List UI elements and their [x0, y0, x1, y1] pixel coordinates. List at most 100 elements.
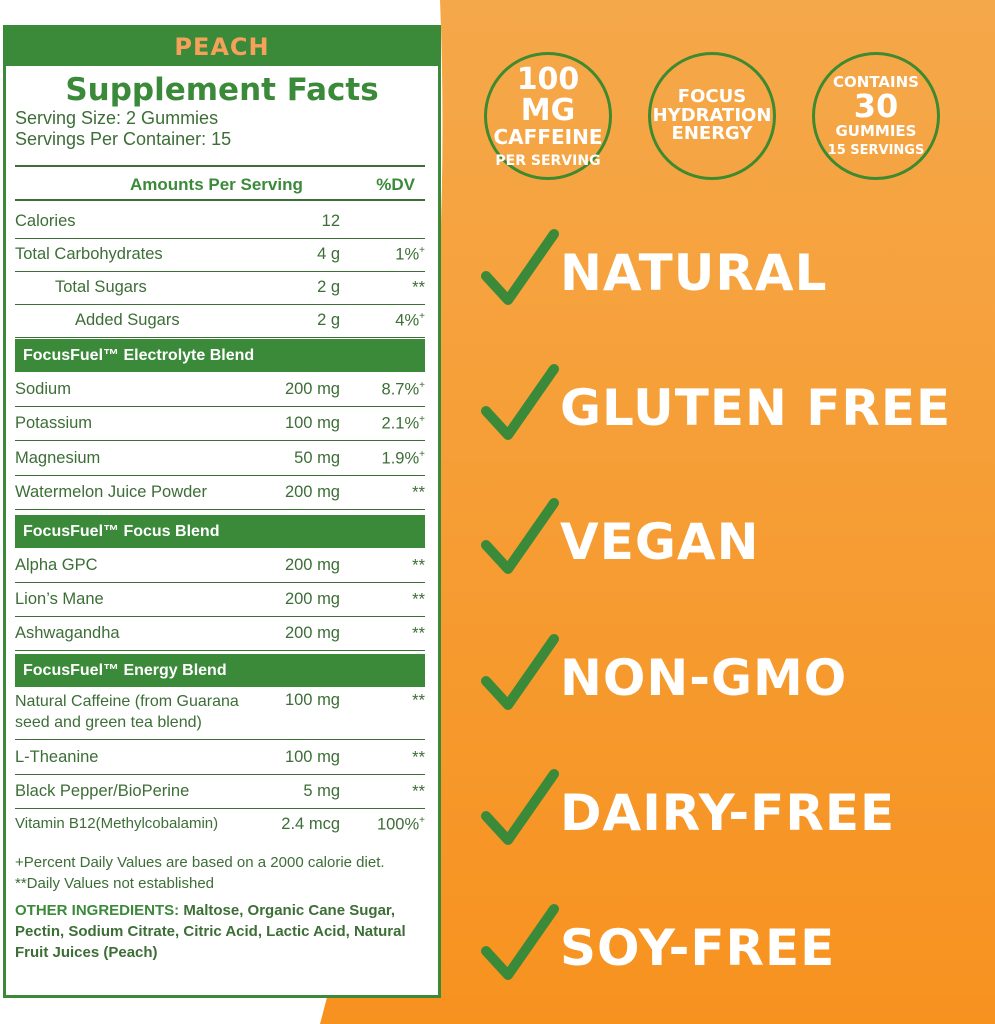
footnote-not-established: **Daily Values not established: [15, 875, 215, 892]
nutrient-dv: 8.7%+: [382, 380, 425, 400]
nutrient-name: Potassium: [15, 414, 93, 432]
nutrient-dv: 1%+: [395, 245, 425, 265]
nutrient-amount: 5 mg: [303, 782, 340, 800]
other-ingredients-label: OTHER INGREDIENTS:: [15, 902, 180, 919]
nutrient-amount: 200 mg: [284, 624, 340, 642]
nutrient-name: Added Sugars: [75, 311, 180, 329]
badge-text: 30: [853, 87, 899, 126]
nutrient-amount: 100 mg: [284, 691, 340, 709]
nutrient-dv: **: [412, 483, 425, 503]
badge-text: PER SERVING: [495, 152, 601, 169]
feature-claim: VEGAN: [480, 497, 759, 587]
nutrient-dv: **: [412, 691, 425, 711]
nutrient-row: Total Carbohydrates 4 g 1%+: [15, 239, 425, 272]
badge-text: 100 MG: [516, 61, 580, 129]
badge-caffeine: 100 MG CAFFEINE PER SERVING: [484, 52, 612, 180]
nutrient-dv: **: [412, 748, 425, 768]
nutrient-dv: **: [412, 278, 425, 298]
dv-marker: +: [419, 414, 425, 425]
nutrient-name: Watermelon Juice Powder: [15, 483, 207, 501]
nutrient-row: Watermelon Juice Powder 200 mg **: [15, 477, 425, 510]
nutrient-amount: 100 mg: [284, 414, 340, 432]
dv-value: 1%: [395, 245, 420, 264]
dv-value: **: [412, 691, 425, 710]
badge-text: ENERGY: [671, 123, 753, 145]
nutrient-name: Sodium: [15, 380, 71, 398]
nutrient-name: Total Carbohydrates: [15, 245, 163, 263]
nutrient-name: Lion’s Mane: [15, 590, 104, 608]
badge-text: CONTAINS: [833, 72, 919, 91]
nutrient-name: Black Pepper/BioPerine: [15, 782, 190, 800]
nutrient-row: Magnesium 50 mg 1.9%+: [15, 443, 425, 476]
nutrient-amount: 200 mg: [284, 483, 340, 501]
dv-marker: +: [419, 380, 425, 391]
feature-text: GLUTEN FREE: [560, 379, 952, 437]
checkmark-icon: [481, 498, 559, 574]
nutrient-name: Natural Caffeine (from Guarana seed and …: [15, 693, 239, 731]
nutrient-dv: **: [412, 590, 425, 610]
nutrient-row: Black Pepper/BioPerine 5 mg **: [15, 776, 425, 809]
nutrient-dv: 4%+: [395, 311, 425, 331]
nutrient-row: Sodium 200 mg 8.7%+: [15, 374, 425, 407]
nutrient-amount: 2 g: [317, 311, 340, 329]
header-dv: %DV: [376, 175, 415, 194]
nutrient-row: Potassium 100 mg 2.1%+: [15, 408, 425, 441]
badge-contains: CONTAINS 30 GUMMIES 15 SERVINGS: [812, 52, 940, 180]
dv-value: 4%: [395, 311, 420, 330]
footnote-dv: +Percent Daily Values are based on a 200…: [15, 854, 385, 871]
feature-claim: SOY-FREE: [480, 903, 835, 993]
dv-value: **: [412, 782, 425, 801]
feature-text: VEGAN: [560, 513, 760, 571]
dv-marker: +: [419, 449, 425, 460]
nutrient-row: Lion’s Mane 200 mg **: [15, 584, 425, 617]
feature-claim: NON-GMO: [480, 633, 847, 723]
nutrient-row: Calories 12: [15, 206, 425, 239]
divider: [15, 165, 425, 167]
nutrient-amount: 100 mg: [284, 748, 340, 766]
blend-header: FocusFuel™ Electrolyte Blend: [15, 339, 425, 372]
dv-value: 100%: [376, 815, 420, 834]
feature-text: SOY-FREE: [560, 919, 836, 977]
dv-marker: +: [419, 311, 425, 322]
nutrient-amount: 200 mg: [284, 590, 340, 608]
checkmark-icon: [481, 229, 559, 305]
other-ingredients-text: Maltose, Organic Cane Sugar, Pectin, Sod…: [15, 902, 406, 961]
nutrient-name: Total Sugars: [55, 278, 147, 296]
nutrient-amount: 4 g: [317, 245, 340, 263]
badge-focus: FOCUS HYDRATION ENERGY: [648, 52, 776, 180]
nutrient-dv: **: [412, 624, 425, 644]
badge-text: 15 SERVINGS: [827, 142, 925, 158]
blend-header: FocusFuel™ Focus Blend: [15, 515, 425, 548]
dv-value: 2.1%: [381, 414, 420, 433]
nutrient-dv: 1.9%+: [382, 449, 425, 469]
feature-text: DAIRY-FREE: [560, 784, 896, 842]
feature-claim: DAIRY-FREE: [480, 768, 895, 858]
nutrient-amount: 2.4 mcg: [281, 815, 340, 833]
checkmark-icon: [481, 634, 559, 710]
nutrient-name: Calories: [15, 212, 76, 230]
nutrient-row: Added Sugars 2 g 4%+: [15, 305, 425, 338]
nutrient-amount: 200 mg: [284, 380, 340, 398]
nutrient-amount: 12: [321, 212, 340, 230]
nutrient-dv: 100%+: [377, 815, 425, 835]
nutrient-name: Vitamin B12(Methylcobalamin): [15, 815, 219, 832]
nutrient-name: Ashwagandha: [15, 624, 120, 642]
badge-text: CAFFEINE: [493, 124, 603, 149]
dv-value: **: [412, 624, 425, 643]
feature-claim: GLUTEN FREE: [480, 363, 951, 453]
panel-title: Supplement Facts: [65, 72, 379, 108]
other-ingredients: OTHER INGREDIENTS: Maltose, Organic Cane…: [15, 900, 430, 963]
nutrient-amount: 2 g: [317, 278, 340, 296]
dv-value: **: [412, 590, 425, 609]
dv-value: **: [412, 556, 425, 575]
footnotes: +Percent Daily Values are based on a 200…: [15, 852, 430, 963]
nutrient-dv: 2.1%+: [382, 414, 425, 434]
nutrient-row: Vitamin B12(Methylcobalamin) 2.4 mcg 100%+: [15, 809, 425, 842]
feature-claim: NATURAL: [480, 228, 827, 318]
supplement-facts-panel: PEACH Supplement Facts Serving Size: 2 G…: [3, 25, 441, 998]
header-amount: Amounts Per Serving: [130, 175, 303, 194]
dv-value: 8.7%: [381, 380, 420, 399]
nutrient-dv: **: [412, 556, 425, 576]
blend-header: FocusFuel™ Energy Blend: [15, 654, 425, 687]
